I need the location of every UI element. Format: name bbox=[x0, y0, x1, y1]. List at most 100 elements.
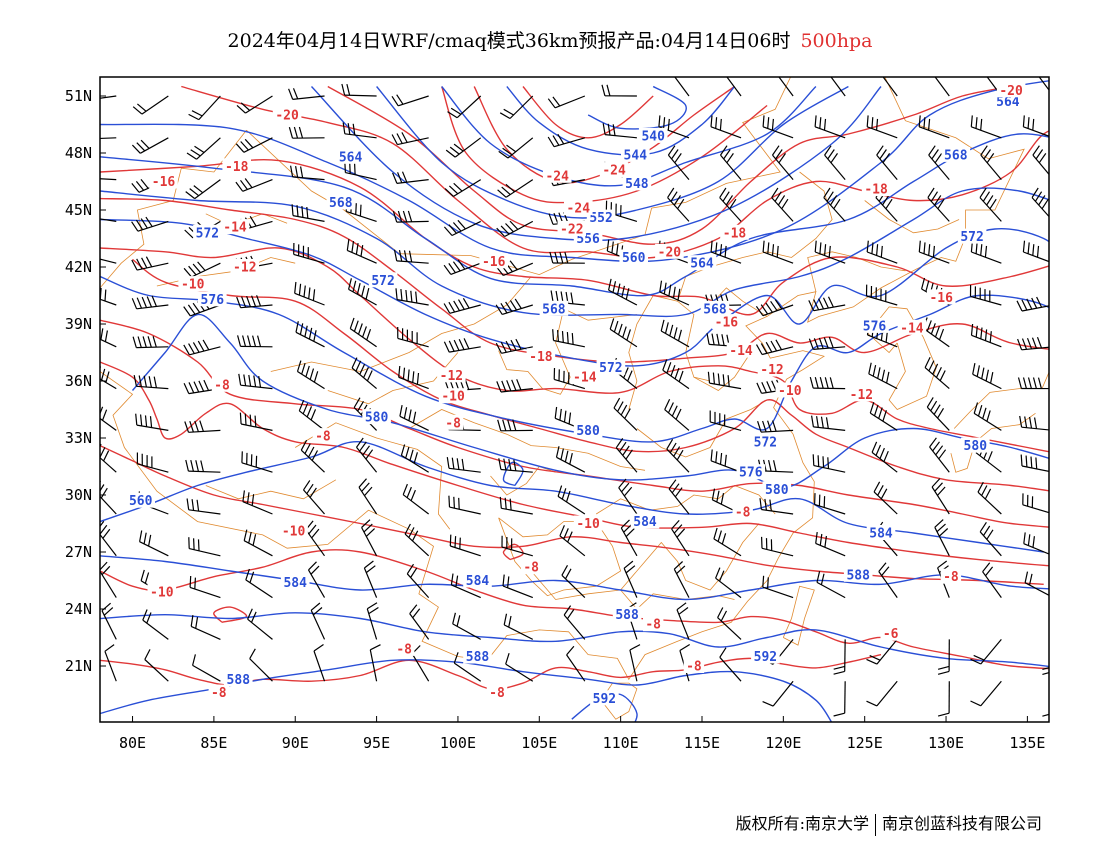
wind-barb bbox=[298, 399, 325, 431]
wind-barb bbox=[815, 532, 846, 557]
wind-barb bbox=[865, 284, 898, 306]
wind-barb bbox=[395, 288, 429, 306]
wind-barb bbox=[450, 573, 481, 599]
wind-barb bbox=[366, 602, 379, 640]
wind-barb bbox=[557, 485, 586, 515]
geopotential-label-bg bbox=[638, 127, 668, 143]
wind-barb bbox=[236, 95, 273, 114]
geopotential-contours bbox=[100, 80, 1049, 722]
wind-barb bbox=[496, 379, 533, 393]
wind-barb bbox=[242, 490, 273, 515]
boundary-line bbox=[246, 77, 792, 276]
geopotential-label: 572 bbox=[196, 226, 219, 241]
wind-barb bbox=[866, 240, 898, 264]
lat-tick-label: 24N bbox=[65, 600, 92, 618]
geopotential-label: 584 bbox=[466, 574, 490, 589]
geopotential-line bbox=[100, 133, 1049, 297]
wind-barb bbox=[393, 249, 429, 264]
temperature-label: -10 bbox=[181, 278, 205, 293]
lat-tick-label: 48N bbox=[65, 144, 92, 162]
wind-barb bbox=[307, 561, 326, 598]
lon-tick-label: 120E bbox=[765, 734, 801, 752]
wind-barb bbox=[824, 145, 846, 180]
lon-tick-label: 100E bbox=[440, 734, 476, 752]
wind-barb bbox=[970, 115, 1002, 139]
wind-barb bbox=[443, 338, 481, 353]
temperature-line bbox=[100, 361, 1049, 567]
temperature-label-bg bbox=[394, 640, 415, 656]
wind-barb bbox=[673, 561, 690, 598]
lat-tick-label: 27N bbox=[65, 543, 92, 561]
temperature-label: -20 bbox=[275, 109, 299, 124]
wind-barb bbox=[547, 95, 586, 109]
wind-barb bbox=[448, 495, 481, 515]
wind-barb bbox=[982, 562, 1002, 598]
wind-barb bbox=[136, 452, 169, 473]
geopotential-label-bg bbox=[463, 572, 492, 588]
boundary-line bbox=[693, 352, 752, 391]
geopotential-line bbox=[587, 85, 687, 130]
wind-barb bbox=[868, 362, 898, 390]
geopotential-label-bg bbox=[751, 433, 780, 449]
wind-barb bbox=[445, 137, 482, 158]
geopotential-label-bg bbox=[198, 291, 227, 307]
boundary-line bbox=[677, 171, 833, 302]
wind-barb bbox=[135, 413, 169, 431]
geopotential-label-bg bbox=[736, 464, 766, 480]
geopotential-line bbox=[100, 555, 1049, 601]
wind-barb bbox=[241, 451, 273, 473]
temperature-label-bg bbox=[147, 583, 177, 599]
geopotential-label: 584 bbox=[869, 527, 893, 542]
geopotential-label: 564 bbox=[339, 150, 363, 165]
wind-barb bbox=[351, 357, 377, 390]
temperature-label-bg bbox=[940, 568, 962, 584]
temperature-line bbox=[100, 158, 1049, 316]
wind-barb bbox=[809, 376, 846, 390]
wind-barb bbox=[192, 654, 221, 682]
geopotential-label: 564 bbox=[690, 257, 714, 272]
temperature-label: -12 bbox=[850, 388, 873, 403]
wind-barb bbox=[918, 240, 950, 264]
geopotential-label: 568 bbox=[542, 302, 566, 317]
wind-barb bbox=[409, 604, 430, 640]
lon-tick-label: 115E bbox=[684, 734, 720, 752]
wind-barb bbox=[189, 575, 221, 599]
wind-barb bbox=[185, 179, 221, 200]
geopotential-label: 568 bbox=[944, 148, 968, 163]
lon-tick-label: 85E bbox=[200, 734, 227, 752]
wind-barb bbox=[931, 478, 950, 515]
boundary-line bbox=[408, 409, 646, 471]
wind-barb bbox=[502, 574, 533, 599]
geopotential-label-bg bbox=[941, 146, 971, 162]
lon-tick-label: 95E bbox=[363, 734, 390, 752]
geopotential-label: 576 bbox=[863, 319, 887, 334]
temperature-label-bg bbox=[643, 616, 664, 632]
geopotential-label-bg bbox=[596, 359, 626, 375]
wind-barb bbox=[346, 239, 377, 264]
temperature-label-bg bbox=[230, 259, 260, 274]
wind-barb bbox=[104, 644, 117, 682]
wind-barb bbox=[131, 256, 169, 271]
wind-barb bbox=[236, 295, 273, 309]
geopotential-label-bg bbox=[126, 492, 155, 508]
temperature-label: -18 bbox=[225, 160, 249, 175]
temperature-label-bg bbox=[880, 625, 901, 641]
temperature-label: -18 bbox=[529, 350, 553, 365]
wind-barb bbox=[313, 644, 326, 682]
geopotential-label-bg bbox=[362, 409, 391, 425]
wind-barb bbox=[133, 374, 169, 390]
geopotential-label: 580 bbox=[964, 439, 988, 454]
wind-barb bbox=[814, 240, 846, 264]
temperature-label: -8 bbox=[489, 686, 505, 701]
wind-barb bbox=[972, 362, 1002, 390]
wind-barb bbox=[391, 132, 429, 146]
wind-barb bbox=[869, 402, 898, 431]
temperature-label: -14 bbox=[573, 371, 597, 386]
geopotential-line bbox=[441, 85, 817, 187]
geopotential-label: 576 bbox=[739, 466, 763, 481]
temperature-label: -14 bbox=[223, 221, 247, 236]
geopotential-label: 592 bbox=[593, 692, 616, 707]
wind-barb bbox=[866, 680, 898, 707]
geopotential-label: 568 bbox=[329, 196, 353, 211]
temperature-label-bg bbox=[211, 376, 233, 392]
